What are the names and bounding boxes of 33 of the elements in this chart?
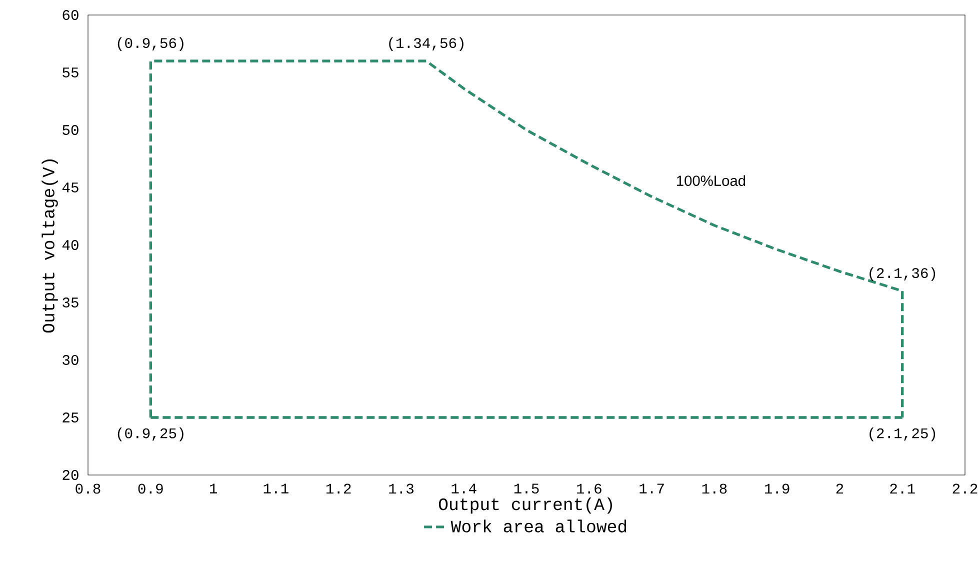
x-tick-label: 0.9 (138, 484, 163, 494)
x-tick-label: 1.2 (326, 484, 351, 494)
annotation: (0.9,56) (118, 37, 184, 51)
y-tick-label: 50 (62, 125, 78, 135)
x-tick-label: 1.6 (577, 484, 602, 494)
y-tick-label: 25 (62, 412, 78, 422)
y-tick-label: 20 (62, 470, 78, 480)
x-axis-title: Output current(A) (438, 497, 612, 514)
y-tick-label: 30 (62, 355, 78, 365)
x-tick-label: 2.2 (952, 484, 978, 494)
annotation: (2.1,36) (870, 267, 936, 281)
y-tick-label: 60 (62, 10, 78, 20)
x-tick-label: 1.4 (452, 484, 476, 494)
y-tick-label: 55 (62, 68, 78, 78)
annotation: 100%Load (677, 175, 746, 186)
x-tick-label: 1.7 (640, 484, 664, 494)
x-tick-label: 0.8 (76, 484, 100, 494)
legend-label: Work area allowed (450, 520, 626, 532)
x-tick-label: 2 (836, 484, 844, 494)
annotation: (0.9,25) (118, 428, 184, 442)
y-tick-label: 45 (62, 182, 78, 192)
x-tick-label: 1.3 (389, 484, 414, 494)
y-axis-title: Output voltage(V) (42, 160, 58, 333)
x-tick-label: 2.1 (890, 484, 915, 494)
x-tick-label: 1.9 (764, 484, 790, 494)
annotation: (1.34,56) (389, 37, 464, 51)
x-tick-label: 1.5 (514, 484, 539, 494)
y-tick-label: 40 (62, 240, 78, 250)
x-tick-label: 1.8 (702, 484, 727, 494)
x-tick-label: 1 (210, 484, 217, 494)
x-tick-label: 1.1 (264, 484, 288, 494)
annotation: (2.1,25) (870, 428, 936, 442)
y-tick-label: 35 (62, 298, 78, 308)
